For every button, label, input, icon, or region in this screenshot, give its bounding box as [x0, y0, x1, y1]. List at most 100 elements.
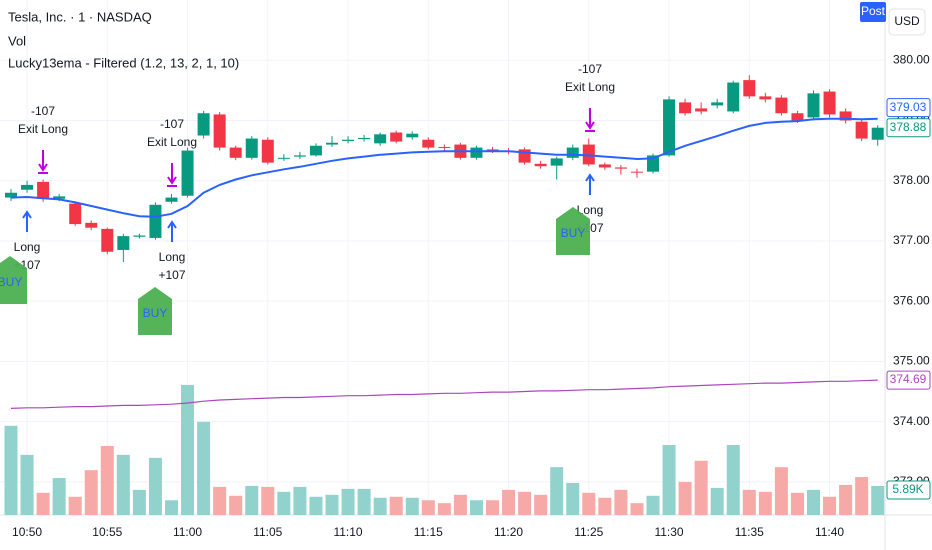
- x-tick-label: 11:05: [253, 525, 282, 539]
- volume-bar: [534, 494, 548, 515]
- exit-qty: -107: [160, 117, 184, 131]
- last-value-box: [886, 118, 931, 138]
- post-button[interactable]: [860, 2, 886, 22]
- volume-bar: [4, 425, 18, 515]
- candle-body: [630, 171, 643, 173]
- exit-label: Exit Long: [147, 135, 197, 149]
- volume-bar: [148, 457, 162, 515]
- volume-bar: [325, 494, 339, 515]
- candle-body: [839, 111, 852, 121]
- candle-body: [245, 138, 258, 158]
- volume-bar: [790, 492, 804, 515]
- buy-label: BUY: [143, 306, 168, 320]
- last-value-label: 5.89K: [892, 482, 923, 496]
- candle-body: [21, 184, 34, 190]
- y-tick-label: 376.00: [893, 293, 930, 307]
- volume-bar: [486, 500, 499, 515]
- volume-bar: [389, 496, 403, 515]
- volume-bar: [646, 495, 660, 515]
- volume-bar: [165, 500, 178, 515]
- candle-body: [855, 121, 868, 139]
- labels: 380.00379.00378.00377.00376.00375.00374.…: [12, 52, 931, 539]
- y-tick-label: 374.00: [893, 414, 930, 428]
- exit-label: Exit Long: [18, 122, 68, 136]
- volume-bar: [277, 491, 291, 515]
- volume-bar: [20, 454, 34, 515]
- volume-bar: [36, 492, 50, 515]
- last-value-box: [886, 370, 931, 390]
- candle-body: [181, 150, 194, 196]
- volume-bar: [357, 488, 371, 515]
- x-tick-label: 10:50: [12, 525, 42, 539]
- last-value-label: 379.03: [890, 100, 927, 114]
- candle-body: [149, 204, 162, 238]
- volume-bar: [694, 460, 708, 515]
- entry-arrow: [585, 173, 595, 195]
- candle-body: [229, 147, 242, 158]
- volume-bar: [758, 491, 772, 515]
- currency-label[interactable]: USD: [894, 14, 920, 28]
- exit-label: Exit Long: [565, 80, 615, 94]
- candle-body: [727, 82, 740, 112]
- grid: [0, 0, 885, 515]
- candle-body: [5, 192, 17, 198]
- buy-tag: [556, 207, 590, 255]
- post-button-label[interactable]: Post: [861, 4, 886, 18]
- volume-bar: [502, 489, 516, 515]
- candle-body: [213, 114, 226, 148]
- volume-bar: [52, 478, 66, 515]
- volume-bar: [550, 467, 564, 515]
- candle-body: [69, 203, 82, 225]
- volume-bar: [598, 497, 612, 515]
- volume-bar: [197, 421, 211, 515]
- volume-bar: [405, 497, 419, 515]
- buy-tag: [138, 287, 172, 335]
- last-value-label: 378.88: [890, 120, 927, 134]
- candle-body: [358, 137, 371, 140]
- volume-bar: [181, 384, 195, 515]
- candle-body: [871, 127, 884, 140]
- exit-qty: -107: [31, 104, 55, 118]
- volume-bar: [871, 485, 885, 515]
- candle-body: [37, 181, 50, 199]
- volume-bar: [742, 489, 756, 515]
- candle-body: [117, 236, 130, 250]
- last-value-box: [886, 480, 931, 500]
- currency-button[interactable]: [888, 8, 926, 36]
- candle-body: [598, 164, 611, 168]
- buy-label: BUY: [561, 226, 586, 240]
- indicator-title: Lucky13ema - Filtered (1.2, 13, 2, 1, 10…: [8, 55, 239, 70]
- candle-body: [759, 96, 772, 100]
- exit-qty: -107: [578, 62, 602, 76]
- candle-body: [165, 197, 178, 202]
- candle-body: [711, 102, 724, 106]
- volume-bar: [774, 467, 788, 515]
- exit-arrow: [167, 163, 177, 187]
- entry-arrow: [22, 210, 32, 232]
- volume-bar: [582, 492, 596, 515]
- candle-body: [438, 146, 451, 148]
- candle-body: [679, 102, 692, 114]
- x-tick-label: 11:35: [735, 525, 764, 539]
- volume-bar: [566, 482, 580, 515]
- entry-arrow: [167, 220, 177, 242]
- candle-body: [422, 139, 435, 148]
- slow_line-line: [10, 379, 878, 409]
- volume-bar: [293, 486, 307, 515]
- x-tick-label: 11:25: [574, 525, 603, 539]
- candle-body: [277, 157, 290, 159]
- candle-body: [390, 132, 403, 142]
- x-tick-label: 11:10: [333, 525, 362, 539]
- volume-bar: [662, 445, 676, 515]
- candle-body: [293, 155, 306, 157]
- candle-body: [550, 158, 563, 166]
- candle-body: [743, 80, 756, 97]
- entry-qty: +107: [158, 268, 185, 282]
- volume-bar: [213, 486, 227, 515]
- exit-arrow: [38, 150, 48, 174]
- candle-body: [534, 163, 547, 167]
- candle-body: [807, 93, 820, 118]
- volume-bar: [710, 487, 724, 515]
- candle-body: [406, 133, 419, 138]
